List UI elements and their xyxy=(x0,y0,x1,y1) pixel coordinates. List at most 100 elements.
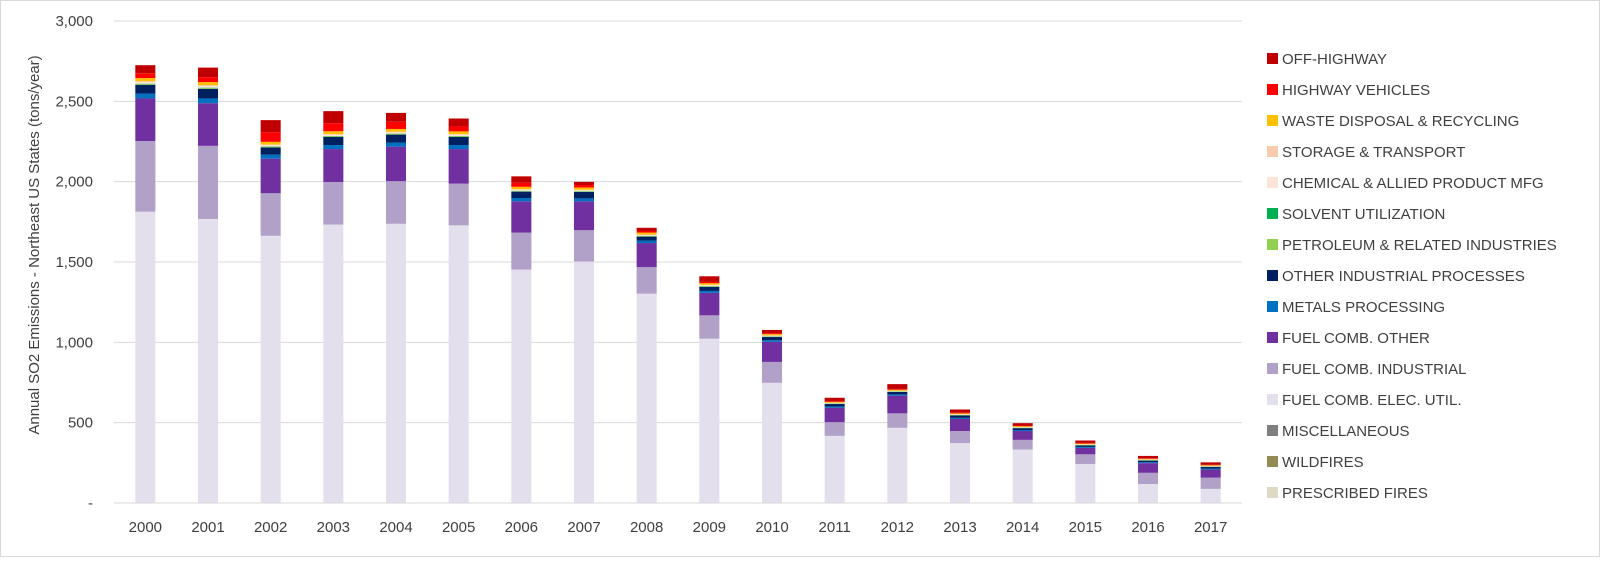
bar-segment xyxy=(887,394,907,395)
bar-segment xyxy=(950,418,970,419)
bar-segment xyxy=(950,413,970,414)
bar-segment xyxy=(950,419,970,431)
x-tick-label: 2017 xyxy=(1194,519,1227,536)
legend-swatch xyxy=(1267,115,1278,126)
bar-segment xyxy=(1138,463,1158,473)
bar-segment xyxy=(887,413,907,427)
legend-swatch xyxy=(1267,394,1278,405)
bar-segment xyxy=(762,340,782,342)
legend-swatch xyxy=(1267,53,1278,64)
bar-segment xyxy=(386,132,406,133)
legend-swatch xyxy=(1267,84,1278,95)
bar-segment xyxy=(198,146,218,219)
legend-label: OFF-HIGHWAY xyxy=(1282,51,1387,68)
bar-segment xyxy=(198,98,218,103)
bar-segment xyxy=(825,404,845,406)
bar-segment xyxy=(386,147,406,182)
bar-segment xyxy=(699,315,719,338)
bar-segment xyxy=(261,142,281,145)
bar-segment xyxy=(699,285,719,286)
bar-segment xyxy=(1013,431,1033,440)
bar-segment xyxy=(1201,470,1221,478)
bar-segment xyxy=(449,134,469,135)
bar-segment xyxy=(825,401,845,402)
bar-segment xyxy=(323,182,343,225)
y-tick-label: 3,000 xyxy=(55,13,93,30)
bar-segment xyxy=(323,134,343,135)
bar-segment xyxy=(449,225,469,502)
bar-segment xyxy=(699,293,719,315)
bar-segment xyxy=(637,228,657,231)
x-tick-label: 2003 xyxy=(317,519,350,536)
bar-segment xyxy=(1138,461,1158,463)
legend-label: HIGHWAY VEHICLES xyxy=(1282,82,1430,99)
bar-segment xyxy=(449,145,469,149)
y-tick-label: - xyxy=(88,495,93,512)
bar-segment xyxy=(887,428,907,503)
bar-segment xyxy=(1201,465,1221,466)
bar-segment xyxy=(135,65,155,73)
bar-segment xyxy=(386,134,406,135)
bar-segment xyxy=(135,84,155,85)
bar-segment xyxy=(511,190,531,191)
bar-segment xyxy=(198,86,218,88)
bar-segment xyxy=(135,81,155,82)
bar-segment xyxy=(511,201,531,232)
bar-segment xyxy=(511,176,531,182)
legend-swatch xyxy=(1267,332,1278,343)
legend-swatch xyxy=(1267,487,1278,498)
bar-segment xyxy=(637,237,657,241)
bar-segment xyxy=(887,384,907,389)
bar-segment xyxy=(637,233,657,235)
bar-segment xyxy=(1138,473,1158,484)
bar-segment xyxy=(261,155,281,159)
bar-segment xyxy=(1075,444,1095,445)
bar-segment xyxy=(386,143,406,147)
bar-segment xyxy=(1138,462,1158,463)
bar-segment xyxy=(1138,484,1158,502)
x-tick-label: 2009 xyxy=(693,519,726,536)
bar-segment xyxy=(637,241,657,243)
bar-segment xyxy=(323,135,343,136)
bar-segment xyxy=(950,443,970,502)
bar-segment xyxy=(1013,440,1033,450)
gridlines xyxy=(114,21,1242,423)
bar-segment xyxy=(323,145,343,149)
bar-segment xyxy=(1075,441,1095,443)
y-tick-label: 500 xyxy=(68,415,93,432)
bar-segment xyxy=(637,243,657,267)
legend-label: PETROLEUM & RELATED INDUSTRIES xyxy=(1282,237,1557,254)
legend-swatch xyxy=(1267,270,1278,281)
bar-segment xyxy=(950,413,970,414)
legend-swatch xyxy=(1267,425,1278,436)
bar-segment xyxy=(887,392,907,394)
bar-segment xyxy=(386,224,406,503)
bar-segment xyxy=(386,181,406,224)
x-tick-label: 2010 xyxy=(755,519,788,536)
x-tick-label: 2000 xyxy=(129,519,162,536)
bar-segment xyxy=(950,409,970,412)
bar-segment xyxy=(261,145,281,146)
bar-segment xyxy=(762,334,782,335)
bar-segment xyxy=(825,436,845,503)
bar-segment xyxy=(198,82,218,85)
bar-segment xyxy=(323,136,343,137)
bar-segment xyxy=(1138,459,1158,460)
legend-label: OTHER INDUSTRIAL PROCESSES xyxy=(1282,268,1525,285)
bar-segment xyxy=(135,141,155,212)
bar-segment xyxy=(574,190,594,191)
bar-segment xyxy=(637,235,657,236)
bar-segment xyxy=(637,267,657,294)
bar-segment xyxy=(323,123,343,131)
x-tick-label: 2014 xyxy=(1006,519,1039,536)
x-tick-label: 2015 xyxy=(1069,519,1102,536)
legend-label: CHEMICAL & ALLIED PRODUCT MFG xyxy=(1282,175,1544,192)
y-tick-label: 2,500 xyxy=(55,93,93,110)
legend-label: STORAGE & TRANSPORT xyxy=(1282,144,1465,161)
x-tick-label: 2012 xyxy=(881,519,914,536)
bar-segment xyxy=(511,192,531,198)
legend-swatch xyxy=(1267,177,1278,188)
